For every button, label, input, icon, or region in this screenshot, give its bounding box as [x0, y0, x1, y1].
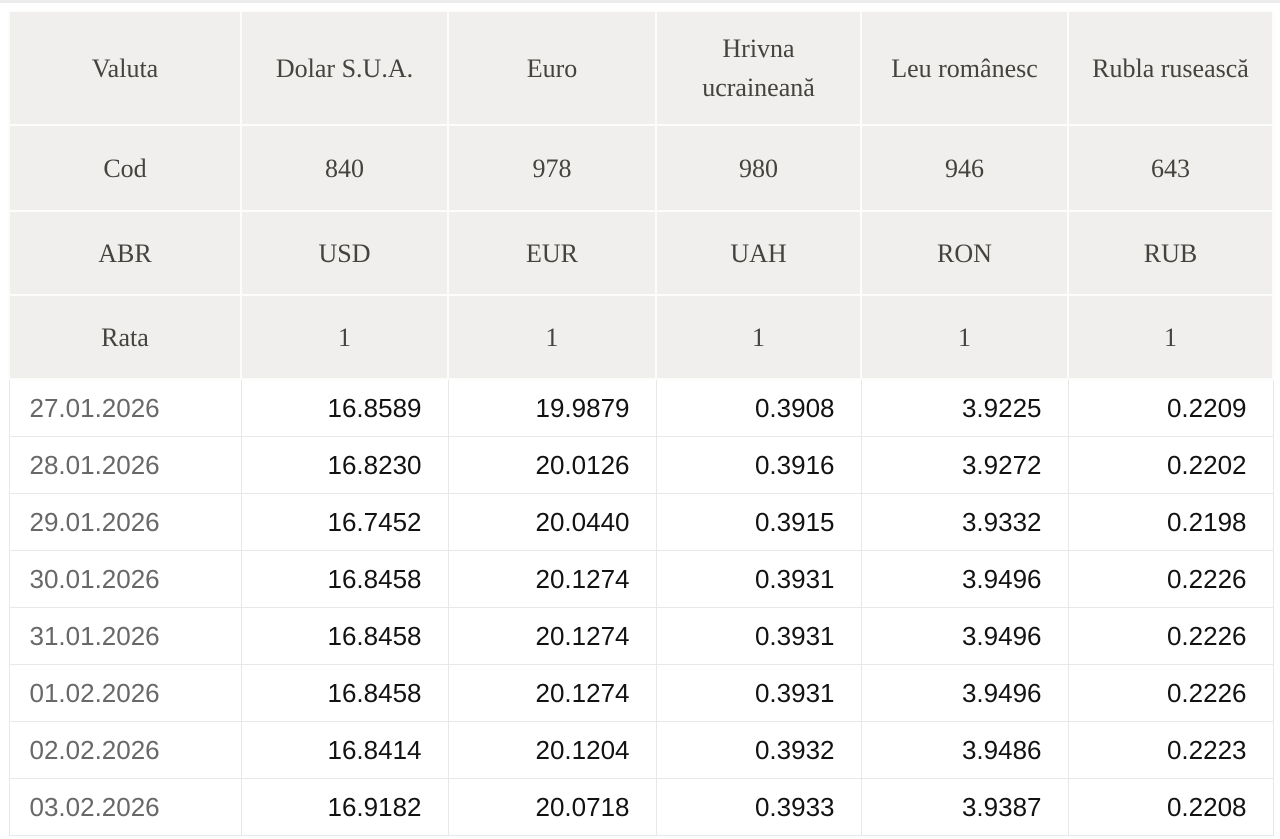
currency-name-cell: Rubla rusească: [1067, 10, 1274, 126]
rate-value-cell: 3.9496: [860, 664, 1069, 722]
rate-date-cell: 28.01.2026: [8, 436, 242, 494]
rate-value-cell: 19.9879: [447, 378, 657, 437]
rate-value-cell: 0.3915: [655, 493, 862, 551]
rate-value-cell: 0.2226: [1067, 664, 1274, 722]
rate-value-cell: 0.2208: [1067, 778, 1274, 836]
rate-date-cell: 02.02.2026: [8, 721, 242, 779]
rate-value-cell: 20.1274: [447, 607, 657, 665]
currency-abr-cell: RUB: [1067, 210, 1274, 296]
exchange-rates-table: Valuta Dolar S.U.A. Euro Hrivna ucrainea…: [8, 10, 1274, 836]
table-row: 29.01.2026 16.7452 20.0440 0.3915 3.9332…: [8, 493, 1274, 551]
currency-abr-cell: EUR: [447, 210, 657, 296]
table-row: 03.02.2026 16.9182 20.0718 0.3933 3.9387…: [8, 778, 1274, 836]
rate-value-cell: 16.8458: [240, 550, 449, 608]
currency-name-cell: Euro: [447, 10, 657, 126]
rate-value-cell: 20.1274: [447, 550, 657, 608]
currency-rate-base-cell: 1: [240, 294, 449, 380]
currency-rate-base-cell: 1: [447, 294, 657, 380]
rate-value-cell: 16.8230: [240, 436, 449, 494]
meta-row-label: ABR: [8, 210, 242, 296]
currency-name-cell: Hrivna ucraineană: [655, 10, 862, 126]
rate-value-cell: 0.3931: [655, 664, 862, 722]
currency-name-cell: Leu românesc: [860, 10, 1069, 126]
rate-value-cell: 0.2226: [1067, 550, 1274, 608]
rate-value-cell: 3.9496: [860, 550, 1069, 608]
rate-value-cell: 0.2198: [1067, 493, 1274, 551]
table-row-cod: Cod 840 978 980 946 643: [8, 124, 1274, 212]
currency-name-cell: Dolar S.U.A.: [240, 10, 449, 126]
rate-value-cell: 3.9496: [860, 607, 1069, 665]
rate-value-cell: 0.3916: [655, 436, 862, 494]
currency-rate-base-cell: 1: [860, 294, 1069, 380]
table-row: 31.01.2026 16.8458 20.1274 0.3931 3.9496…: [8, 607, 1274, 665]
rate-date-cell: 03.02.2026: [8, 778, 242, 836]
rate-value-cell: 3.9486: [860, 721, 1069, 779]
rate-date-cell: 30.01.2026: [8, 550, 242, 608]
table-row: 27.01.2026 16.8589 19.9879 0.3908 3.9225…: [8, 378, 1274, 437]
currency-rate-base-cell: 1: [655, 294, 862, 380]
rate-value-cell: 0.2209: [1067, 378, 1274, 437]
currency-code-cell: 978: [447, 124, 657, 212]
rate-value-cell: 20.1274: [447, 664, 657, 722]
rate-value-cell: 0.3933: [655, 778, 862, 836]
rate-value-cell: 0.2202: [1067, 436, 1274, 494]
top-divider: [0, 0, 1280, 3]
rate-value-cell: 0.3931: [655, 607, 862, 665]
currency-code-cell: 643: [1067, 124, 1274, 212]
table-row: 01.02.2026 16.8458 20.1274 0.3931 3.9496…: [8, 664, 1274, 722]
rate-value-cell: 16.9182: [240, 778, 449, 836]
rate-date-cell: 27.01.2026: [8, 378, 242, 437]
rate-value-cell: 16.8414: [240, 721, 449, 779]
currency-code-cell: 980: [655, 124, 862, 212]
table-row-valuta: Valuta Dolar S.U.A. Euro Hrivna ucrainea…: [8, 10, 1274, 126]
table-row-abr: ABR USD EUR UAH RON RUB: [8, 210, 1274, 296]
rate-value-cell: 20.1204: [447, 721, 657, 779]
rate-value-cell: 20.0440: [447, 493, 657, 551]
rate-value-cell: 16.8458: [240, 664, 449, 722]
rate-value-cell: 3.9387: [860, 778, 1069, 836]
table-row: 02.02.2026 16.8414 20.1204 0.3932 3.9486…: [8, 721, 1274, 779]
currency-abr-cell: UAH: [655, 210, 862, 296]
rate-value-cell: 3.9332: [860, 493, 1069, 551]
rate-value-cell: 16.7452: [240, 493, 449, 551]
table-row: 28.01.2026 16.8230 20.0126 0.3916 3.9272…: [8, 436, 1274, 494]
currency-code-cell: 946: [860, 124, 1069, 212]
currency-abr-cell: RON: [860, 210, 1069, 296]
currency-code-cell: 840: [240, 124, 449, 212]
rate-value-cell: 0.2223: [1067, 721, 1274, 779]
rate-value-cell: 0.3931: [655, 550, 862, 608]
rate-date-cell: 29.01.2026: [8, 493, 242, 551]
rate-value-cell: 16.8458: [240, 607, 449, 665]
rate-value-cell: 20.0718: [447, 778, 657, 836]
rate-value-cell: 0.3908: [655, 378, 862, 437]
currency-rate-base-cell: 1: [1067, 294, 1274, 380]
meta-row-label: Valuta: [8, 10, 242, 126]
rate-value-cell: 20.0126: [447, 436, 657, 494]
rate-value-cell: 0.2226: [1067, 607, 1274, 665]
rate-value-cell: 3.9272: [860, 436, 1069, 494]
rate-value-cell: 0.3932: [655, 721, 862, 779]
meta-row-label: Rata: [8, 294, 242, 380]
currency-abr-cell: USD: [240, 210, 449, 296]
meta-row-label: Cod: [8, 124, 242, 212]
table-container: Valuta Dolar S.U.A. Euro Hrivna ucrainea…: [0, 3, 1280, 836]
table-row-rata: Rata 1 1 1 1 1: [8, 294, 1274, 380]
rate-date-cell: 31.01.2026: [8, 607, 242, 665]
rate-date-cell: 01.02.2026: [8, 664, 242, 722]
rate-value-cell: 3.9225: [860, 378, 1069, 437]
table-row: 30.01.2026 16.8458 20.1274 0.3931 3.9496…: [8, 550, 1274, 608]
rate-value-cell: 16.8589: [240, 378, 449, 437]
